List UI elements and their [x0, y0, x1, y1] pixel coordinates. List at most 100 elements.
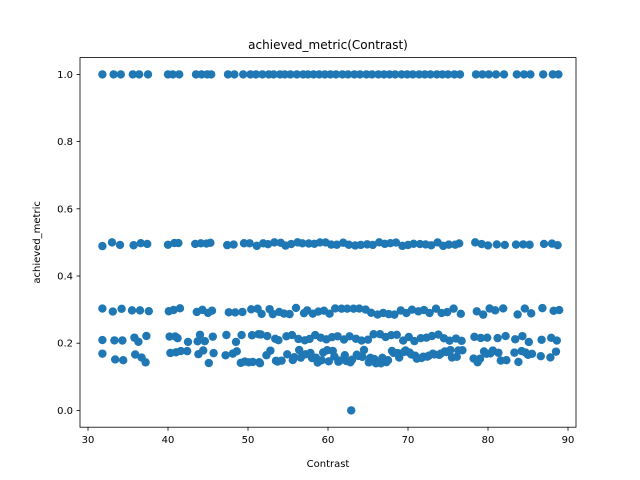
x-tick-label: 90 [562, 435, 575, 446]
scatter-point [295, 345, 304, 355]
scatter-point [333, 332, 342, 341]
scatter-point [247, 331, 257, 340]
scatter-point [247, 305, 256, 314]
scatter-point [359, 345, 369, 355]
scatter-point [500, 240, 509, 250]
scatter-point [499, 304, 508, 313]
scatter-point [383, 356, 393, 365]
scatter-point [471, 238, 480, 247]
x-tick-label: 70 [402, 435, 415, 446]
scatter-point [258, 70, 267, 79]
scatter-point [131, 350, 140, 359]
scatter-point [395, 353, 404, 362]
scatter-point [115, 240, 125, 250]
scatter-point [367, 70, 377, 79]
scatter-point [200, 336, 209, 346]
scatter-point [458, 346, 467, 355]
scatter-point [484, 70, 493, 79]
scatter-point [277, 356, 286, 365]
scatter-point [163, 240, 173, 249]
scatter-point [208, 332, 217, 341]
x-axis: 30 40 50 60 70 80 90 [82, 427, 575, 446]
scatter-point [183, 346, 192, 356]
scatter-point [175, 304, 185, 313]
scatter-point [499, 70, 509, 79]
scatter-point [520, 304, 529, 313]
scatter-point [345, 332, 354, 341]
scatter-point [331, 304, 340, 313]
scatter-point [483, 241, 493, 250]
scatter-point [175, 70, 184, 79]
scatter-point [519, 240, 528, 249]
x-tick-label: 60 [322, 435, 335, 446]
scatter-point [477, 239, 486, 249]
scatter-point [445, 336, 454, 345]
y-tick-label: 0.4 [57, 272, 73, 283]
scatter-point [119, 355, 128, 365]
scatter-point [539, 70, 548, 79]
scatter-point [492, 240, 501, 249]
chart-title: achieved_metric(Contrast) [248, 38, 408, 52]
scatter-point [367, 308, 376, 317]
scatter-point [324, 357, 333, 366]
scatter-point [555, 305, 564, 315]
scatter-point [110, 336, 119, 345]
scatter-point [237, 330, 246, 340]
scatter-point [325, 309, 334, 318]
scatter-point [357, 336, 366, 345]
scatter-point [552, 336, 561, 345]
scatter-point [135, 70, 144, 79]
scatter-point [231, 308, 240, 317]
scatter-point [142, 331, 151, 341]
scatter-point [118, 336, 127, 345]
scatter-point [483, 333, 492, 342]
scatter-point [287, 239, 296, 249]
scatter-point [204, 358, 213, 368]
scatter-point [109, 70, 118, 79]
scatter-point [168, 70, 177, 79]
scatter-point [232, 347, 241, 356]
scatter-point [491, 306, 500, 315]
scatter-point [143, 70, 153, 79]
scatter-point [117, 304, 126, 314]
scatter-point [527, 349, 537, 358]
plot-area [98, 70, 564, 415]
scatter-point [457, 336, 466, 346]
scatter-point [207, 306, 217, 315]
scatter-point [223, 240, 232, 250]
scatter-point [553, 240, 562, 250]
x-tick-label: 40 [162, 435, 175, 446]
scatter-point [209, 348, 218, 358]
scatter-point [230, 70, 239, 79]
y-tick-label: 0.0 [57, 406, 73, 417]
scatter-point [426, 70, 435, 79]
scatter-point [392, 330, 401, 339]
scatter-point [116, 70, 126, 79]
scatter-point [470, 332, 479, 342]
scatter-point [343, 304, 352, 313]
scatter-point [294, 334, 303, 344]
scatter-point [136, 238, 145, 248]
scatter-point [344, 240, 353, 249]
scatter-point [248, 357, 257, 367]
scatter-point [493, 333, 502, 343]
scatter-point [536, 351, 545, 361]
scatter-point [107, 238, 117, 247]
x-tick-label: 30 [82, 435, 95, 446]
scatter-point [255, 359, 265, 368]
scatter-point [537, 335, 546, 344]
scatter-point [391, 70, 400, 79]
scatter-point [245, 239, 254, 248]
scatter-point [298, 239, 307, 248]
scatter-point [472, 307, 481, 316]
scatter-point [363, 335, 373, 344]
scatter-point [98, 349, 107, 358]
scatter-point [407, 305, 417, 314]
scatter-point [223, 70, 233, 79]
scatter-point [427, 331, 437, 341]
scatter-point [513, 310, 522, 319]
scatter-point [455, 70, 465, 79]
scatter-point [443, 307, 452, 317]
scatter-point [229, 240, 238, 249]
scatter-point [356, 240, 365, 250]
